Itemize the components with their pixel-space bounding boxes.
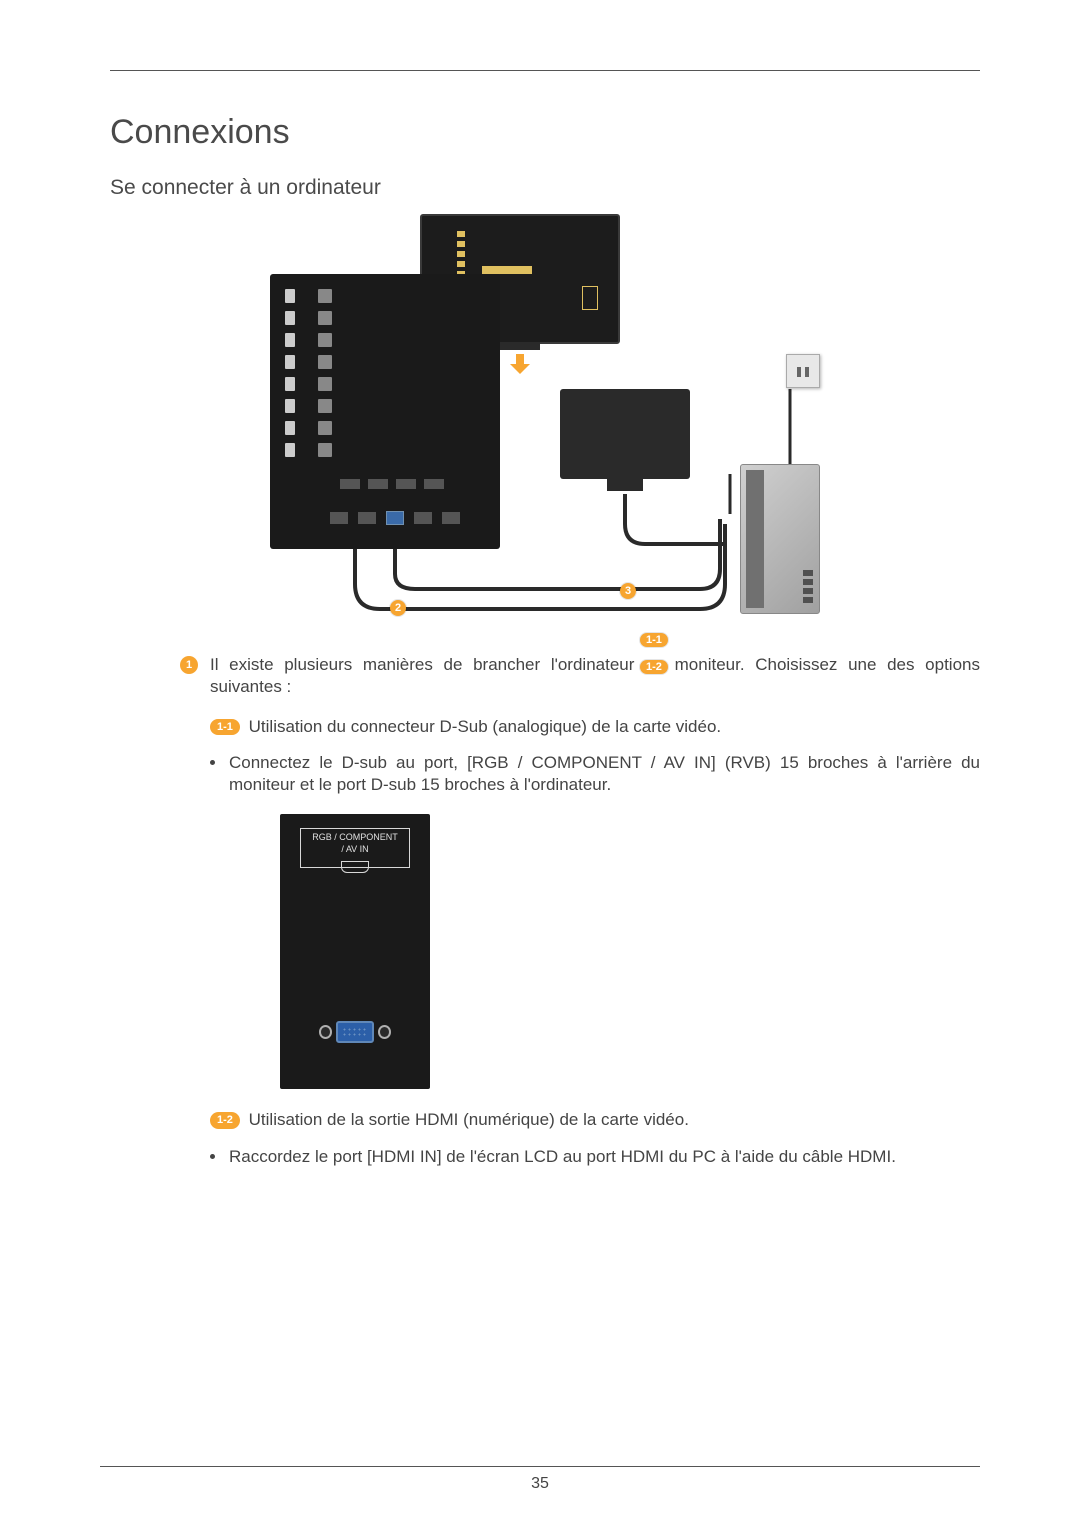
top-divider bbox=[110, 70, 980, 71]
step-1-1-bullet-row: Connectez le D-sub au port, [RGB / COMPO… bbox=[210, 752, 980, 796]
page-title: Connexions bbox=[110, 113, 980, 152]
bottom-port-row2-icon bbox=[330, 511, 460, 525]
step-1-badge: 1 bbox=[180, 656, 198, 674]
document-page: Connexions Se connecter à un ordinateur bbox=[0, 0, 1080, 1527]
step-1-2-badge: 1-2 bbox=[210, 1112, 240, 1128]
step-1-2-bullet-text: Raccordez le port [HDMI IN] de l'écran L… bbox=[229, 1146, 980, 1168]
connection-diagram-wrap: 2 3 1-1 1-2 bbox=[110, 214, 980, 624]
bottom-port-row-icon bbox=[340, 479, 444, 489]
step-1-2-text: Utilisation de la sortie HDMI (numérique… bbox=[249, 1110, 689, 1129]
vga-connector-icon bbox=[319, 1017, 391, 1047]
step-1-2-row: 1-2 Utilisation de la sortie HDMI (numér… bbox=[210, 1109, 980, 1131]
section-subtitle: Se connecter à un ordinateur bbox=[110, 176, 980, 200]
step-1-text: Il existe plusieurs manières de brancher… bbox=[210, 654, 980, 698]
bottom-divider bbox=[100, 1466, 980, 1467]
diagram-badge-1-1: 1-1 bbox=[640, 633, 668, 647]
arrow-down-icon bbox=[510, 354, 530, 374]
diagram-badge-1-2: 1-2 bbox=[640, 660, 668, 674]
tv-port-strip2-icon bbox=[482, 266, 532, 274]
port-column-right-icon bbox=[318, 289, 332, 457]
port-shape-icon bbox=[341, 861, 369, 873]
diagram-badge-3: 3 bbox=[620, 583, 636, 599]
pc-monitor-icon bbox=[560, 389, 690, 479]
connection-diagram: 2 3 1-1 1-2 bbox=[270, 214, 820, 624]
vga-plug-icon bbox=[386, 511, 404, 525]
step-1-1-badge: 1-1 bbox=[210, 719, 240, 735]
port-column-left-icon bbox=[285, 289, 295, 457]
step-1-2-bullet-row: Raccordez le port [HDMI IN] de l'écran L… bbox=[210, 1146, 980, 1168]
port-label-line2: / AV IN bbox=[301, 844, 409, 856]
wall-socket-icon bbox=[786, 354, 820, 388]
bullet-icon bbox=[210, 760, 215, 765]
tv-port-highlight-icon bbox=[582, 286, 598, 310]
port-label-box: RGB / COMPONENT / AV IN bbox=[300, 828, 410, 868]
dsub-port-illustration: RGB / COMPONENT / AV IN bbox=[280, 814, 430, 1089]
step-1-1-row: 1-1 Utilisation du connecteur D-Sub (ana… bbox=[210, 716, 980, 738]
page-number: 35 bbox=[0, 1475, 1080, 1493]
step-1-1-bullet-text: Connectez le D-sub au port, [RGB / COMPO… bbox=[229, 752, 980, 796]
pc-tower-icon bbox=[740, 464, 820, 614]
diagram-badge-2: 2 bbox=[390, 600, 406, 616]
step-1-row: 1 Il existe plusieurs manières de branch… bbox=[180, 654, 980, 698]
monitor-rear-large bbox=[270, 274, 500, 549]
instructions-list: 1 Il existe plusieurs manières de branch… bbox=[180, 654, 980, 1168]
port-label-line1: RGB / COMPONENT bbox=[301, 832, 409, 844]
step-1-1-text: Utilisation du connecteur D-Sub (analogi… bbox=[249, 717, 722, 736]
bullet-icon bbox=[210, 1154, 215, 1159]
